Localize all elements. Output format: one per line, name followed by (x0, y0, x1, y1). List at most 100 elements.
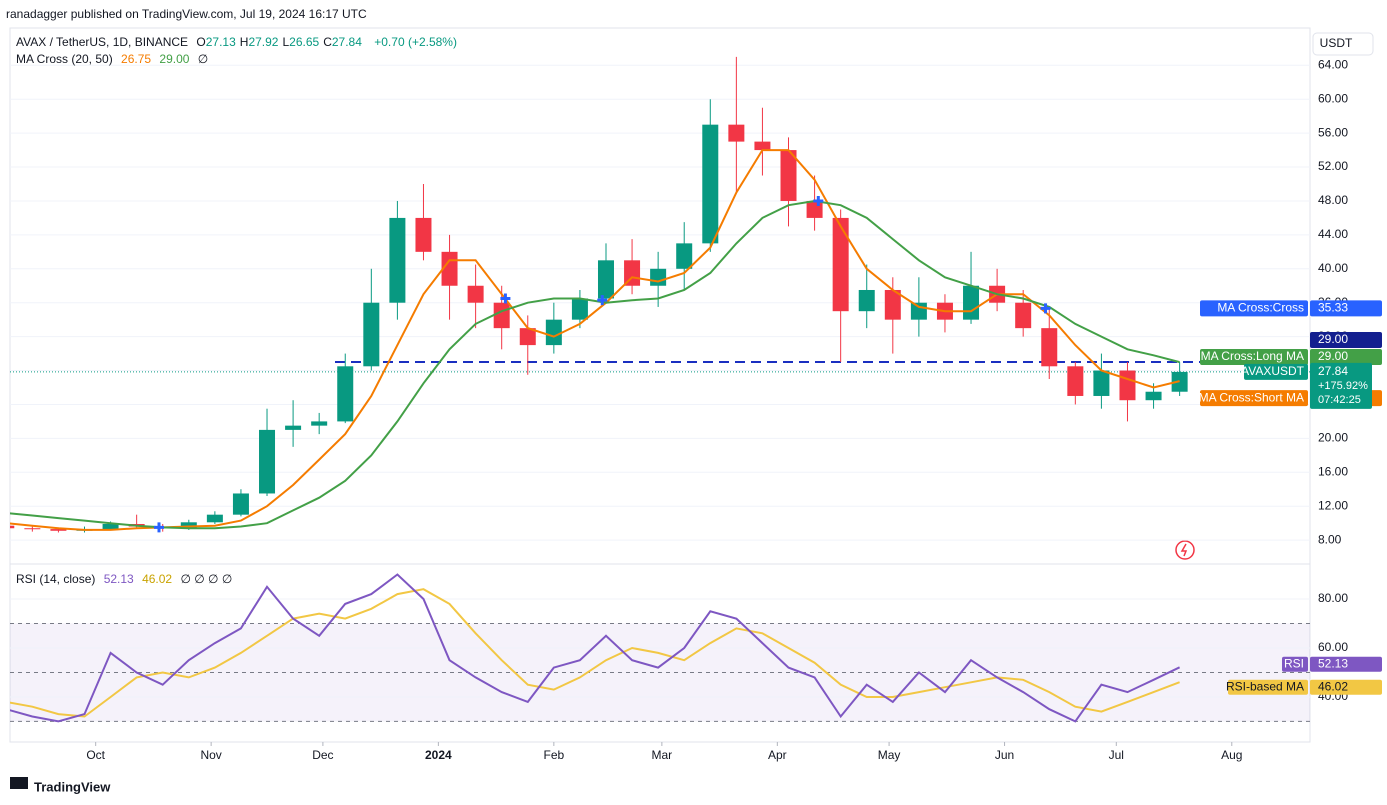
x-tick-label: Apr (768, 748, 787, 762)
candle-body (571, 298, 588, 320)
ma-line (10, 199, 1180, 530)
rsi-value-label: 52.13 (1318, 656, 1348, 670)
candle-body (702, 124, 719, 244)
y-tick-label: 40.00 (1318, 261, 1348, 275)
indicator-label: MA Cross:Short MA (1199, 390, 1304, 404)
indicator-name: MA Cross (20, 50) (16, 52, 113, 66)
cross-marker (813, 195, 824, 206)
x-tick-label: May (878, 748, 901, 762)
candle-body (10, 525, 15, 529)
axis-label-box (1310, 362, 1372, 409)
axis-label-box (1310, 300, 1382, 317)
x-tick-label: Dec (312, 748, 333, 762)
axis-label-box (1244, 363, 1308, 380)
ohlc-key: H (239, 35, 249, 49)
x-tick-label: Mar (652, 748, 673, 762)
candle-body (832, 217, 849, 312)
currency: USDT (1320, 36, 1353, 50)
rsi-extra: ∅ ∅ ∅ ∅ (180, 572, 233, 586)
indicator-label: MA Cross:Cross (1217, 301, 1304, 315)
axis-label-box (1200, 390, 1308, 407)
cross-marker (153, 522, 164, 533)
axis-label-box (1200, 349, 1308, 366)
cross-marker (1040, 303, 1051, 314)
candle-body (806, 200, 823, 218)
y-tick-label: 12.00 (1318, 498, 1348, 512)
candle-body (50, 529, 67, 531)
rsi-legend: RSI (14, close) 52.13 46.02 ∅ ∅ ∅ ∅ (16, 572, 237, 586)
last-change: +175.92% (1318, 380, 1368, 392)
x-tick-label: Jun (995, 748, 1014, 762)
candle-body (519, 328, 536, 346)
y-tick-label: 52.00 (1318, 159, 1348, 173)
candle-body (780, 150, 797, 201)
rsi-ma-value: 46.02 (142, 572, 173, 586)
header: ranadagger published on TradingView.com,… (6, 7, 367, 21)
candle-body (624, 260, 641, 286)
countdown: 07:42:25 (1318, 394, 1361, 406)
rsi-name: RSI (14, close) (16, 572, 96, 586)
indicator-value: 26.75 (121, 52, 152, 66)
candle-body (884, 289, 901, 320)
currency-button[interactable] (1312, 32, 1374, 56)
candle-body (337, 366, 354, 422)
cross-marker (500, 293, 511, 304)
candle-body (493, 302, 510, 329)
y-tick-label: 60.00 (1318, 91, 1348, 105)
rsi-value-label: 46.02 (1318, 679, 1348, 693)
y-tick-label: 20.00 (1318, 431, 1348, 445)
change: +0.70 (+2.58%) (374, 35, 457, 49)
last-price: 27.84 (1318, 364, 1348, 378)
alert-icon[interactable] (1175, 540, 1195, 560)
logo (10, 777, 28, 789)
footer: TradingView (34, 779, 111, 794)
candle-body (545, 319, 562, 346)
x-tick-label: Oct (86, 748, 105, 762)
y-tick-label: 64.00 (1318, 57, 1348, 71)
candle-body (728, 124, 745, 142)
x-tick-label: Feb (543, 748, 564, 762)
y-tick-label: 56.00 (1318, 125, 1348, 139)
ohlc-value: 27.13 (205, 35, 236, 49)
candle-body (232, 493, 249, 515)
ma-line (10, 149, 1180, 531)
indicator-label: MA Cross:Long MA (1201, 349, 1304, 363)
price-label: 29.00 (1318, 349, 1348, 363)
axis-label-box (1310, 656, 1382, 672)
candle-body (597, 260, 614, 299)
cross-marker (597, 295, 608, 306)
plot (10, 56, 1310, 723)
candle-body (650, 268, 667, 286)
y-tick-label: 48.00 (1318, 193, 1348, 207)
axis-label-box (1200, 300, 1308, 317)
candle-body (206, 514, 223, 523)
indicator-value: 29.00 (159, 52, 190, 66)
rsi-legend-name: RSI-based MA (1226, 679, 1304, 693)
candle-body (1119, 370, 1136, 401)
ohlc-key: O (196, 35, 206, 49)
candle-body (415, 217, 432, 252)
ohlc-value: 27.92 (248, 35, 279, 49)
candle-body (910, 302, 927, 320)
rsi-legend-name: RSI (1284, 656, 1304, 670)
candle-body (389, 217, 406, 303)
alert-bolt (1180, 543, 1188, 557)
rsi-value: 52.13 (103, 572, 134, 586)
candle-body (1067, 366, 1084, 396)
candle-body (1145, 391, 1162, 401)
ma-line (10, 573, 1181, 723)
y-tick-label: 8.00 (1318, 532, 1342, 546)
x-tick-label: Nov (200, 748, 221, 762)
candle-body (363, 302, 380, 367)
axis-label-box (1310, 349, 1382, 366)
ohlc-value: 27.84 (331, 35, 362, 49)
candle-body (259, 429, 276, 494)
candle-body (102, 523, 119, 530)
ohlc-value: 26.65 (289, 35, 320, 49)
x-tick-label: Aug (1221, 748, 1242, 762)
candle-body (180, 522, 197, 529)
ma-line (10, 588, 1180, 718)
axis-label-box (1310, 332, 1382, 349)
axis-label-box (1310, 679, 1382, 695)
